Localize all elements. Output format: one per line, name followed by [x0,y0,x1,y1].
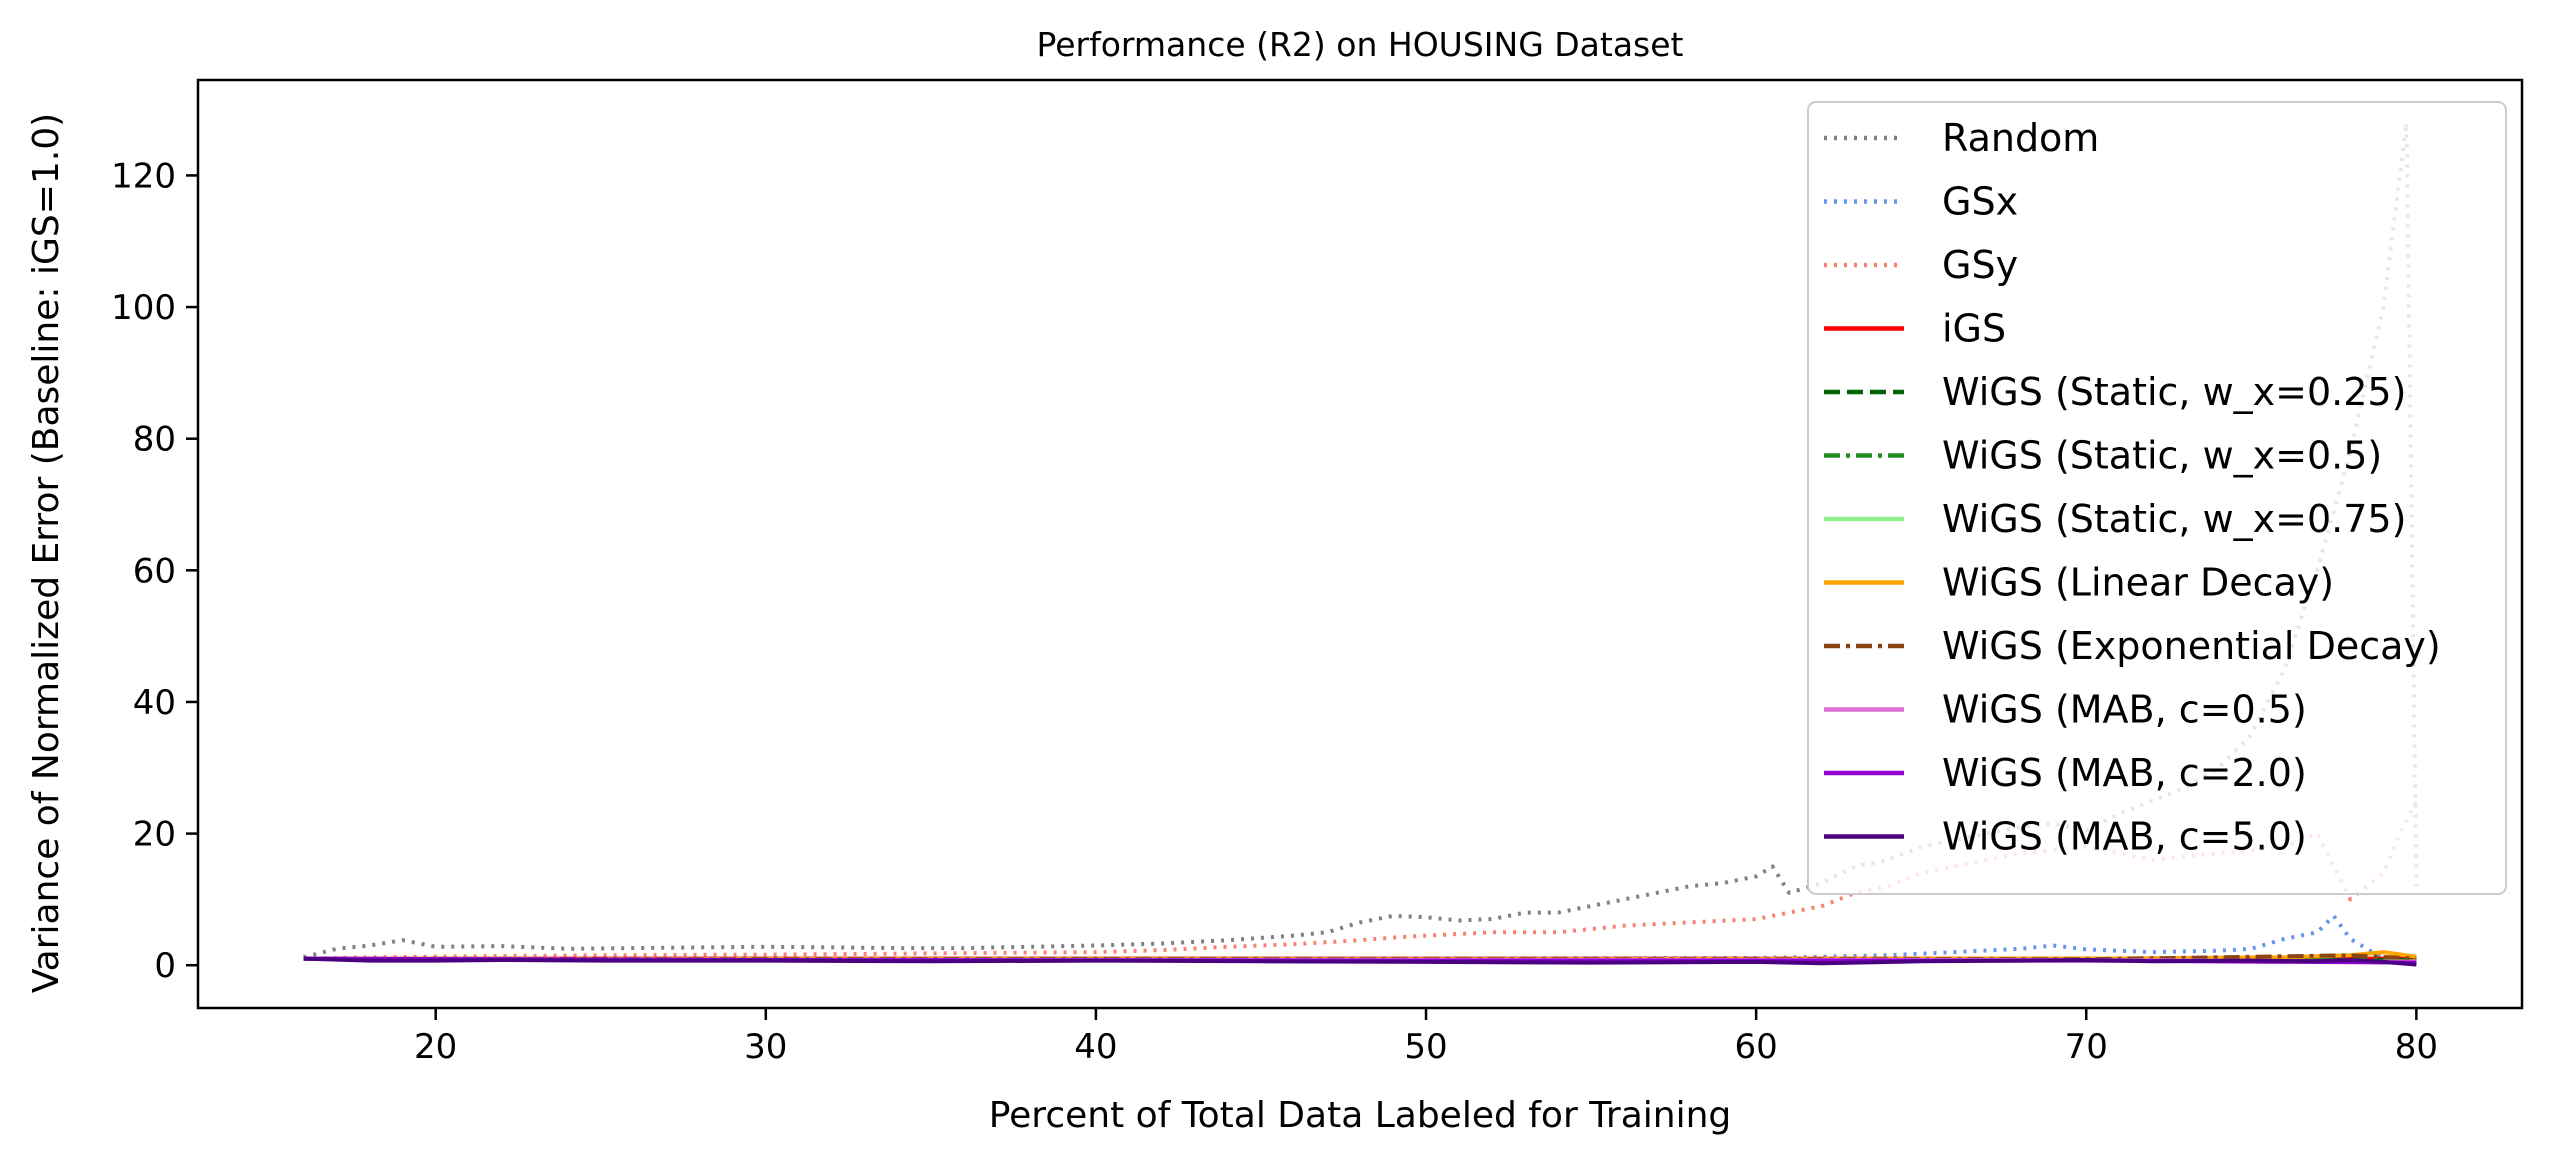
y-tick-label: 100 [111,288,176,328]
series-line-3 [303,799,2419,961]
x-tick-label: 50 [1404,1027,1447,1067]
series-line-12 [303,956,2417,967]
legend: Random GSx GSy iGS WiGS (Static, w_x=0.25) Wi… [1807,101,2507,895]
plot-area [196,78,2524,1010]
legend-label: WiGS (Static, w_x=0.25) [1942,370,2406,414]
x-axis: 20 30 40 50 60 70 80 [414,1008,2438,1067]
y-tick-label: 120 [111,156,176,196]
legend-label: Random [1942,116,2099,160]
legend-label: WiGS (MAB, c=0.5) [1942,688,2307,732]
legend-label: WiGS (Exponential Decay) [1942,624,2441,668]
legend-label: GSx [1942,180,2018,224]
legend-label: iGS [1942,307,2006,351]
y-tick-label: 40 [133,683,176,723]
series-layer [303,120,2419,967]
x-tick-label: 20 [414,1027,457,1067]
series-line-1 [303,120,2419,960]
y-axis: 0 20 40 60 80 100 120 [111,156,198,986]
legend-label: WiGS (Static, w_x=0.5) [1942,434,2382,478]
legend-label: WiGS (Static, w_x=0.75) [1942,497,2406,541]
legend-box [1807,101,2507,895]
y-tick-label: 80 [133,420,176,460]
y-tick-label: 0 [154,946,176,986]
x-tick-label: 40 [1074,1027,1117,1067]
x-tick-label: 70 [2065,1027,2108,1067]
legend-label: GSy [1942,243,2018,287]
x-tick-label: 80 [2395,1027,2438,1067]
legend-label: WiGS (MAB, c=5.0) [1942,815,2307,859]
x-tick-label: 60 [1735,1027,1778,1067]
y-tick-label: 60 [133,551,176,591]
legend-label: WiGS (MAB, c=2.0) [1942,751,2307,795]
x-tick-label: 30 [744,1027,787,1067]
legend-label: WiGS (Linear Decay) [1942,561,2334,605]
x-axis-label: Percent of Total Data Labeled for Traini… [989,1095,1732,1136]
chart-title: Performance (R2) on HOUSING Dataset [1037,25,1684,64]
y-tick-label: 20 [133,815,176,855]
y-axis-label: Variance of Normalized Error (Baseline: … [26,113,67,993]
